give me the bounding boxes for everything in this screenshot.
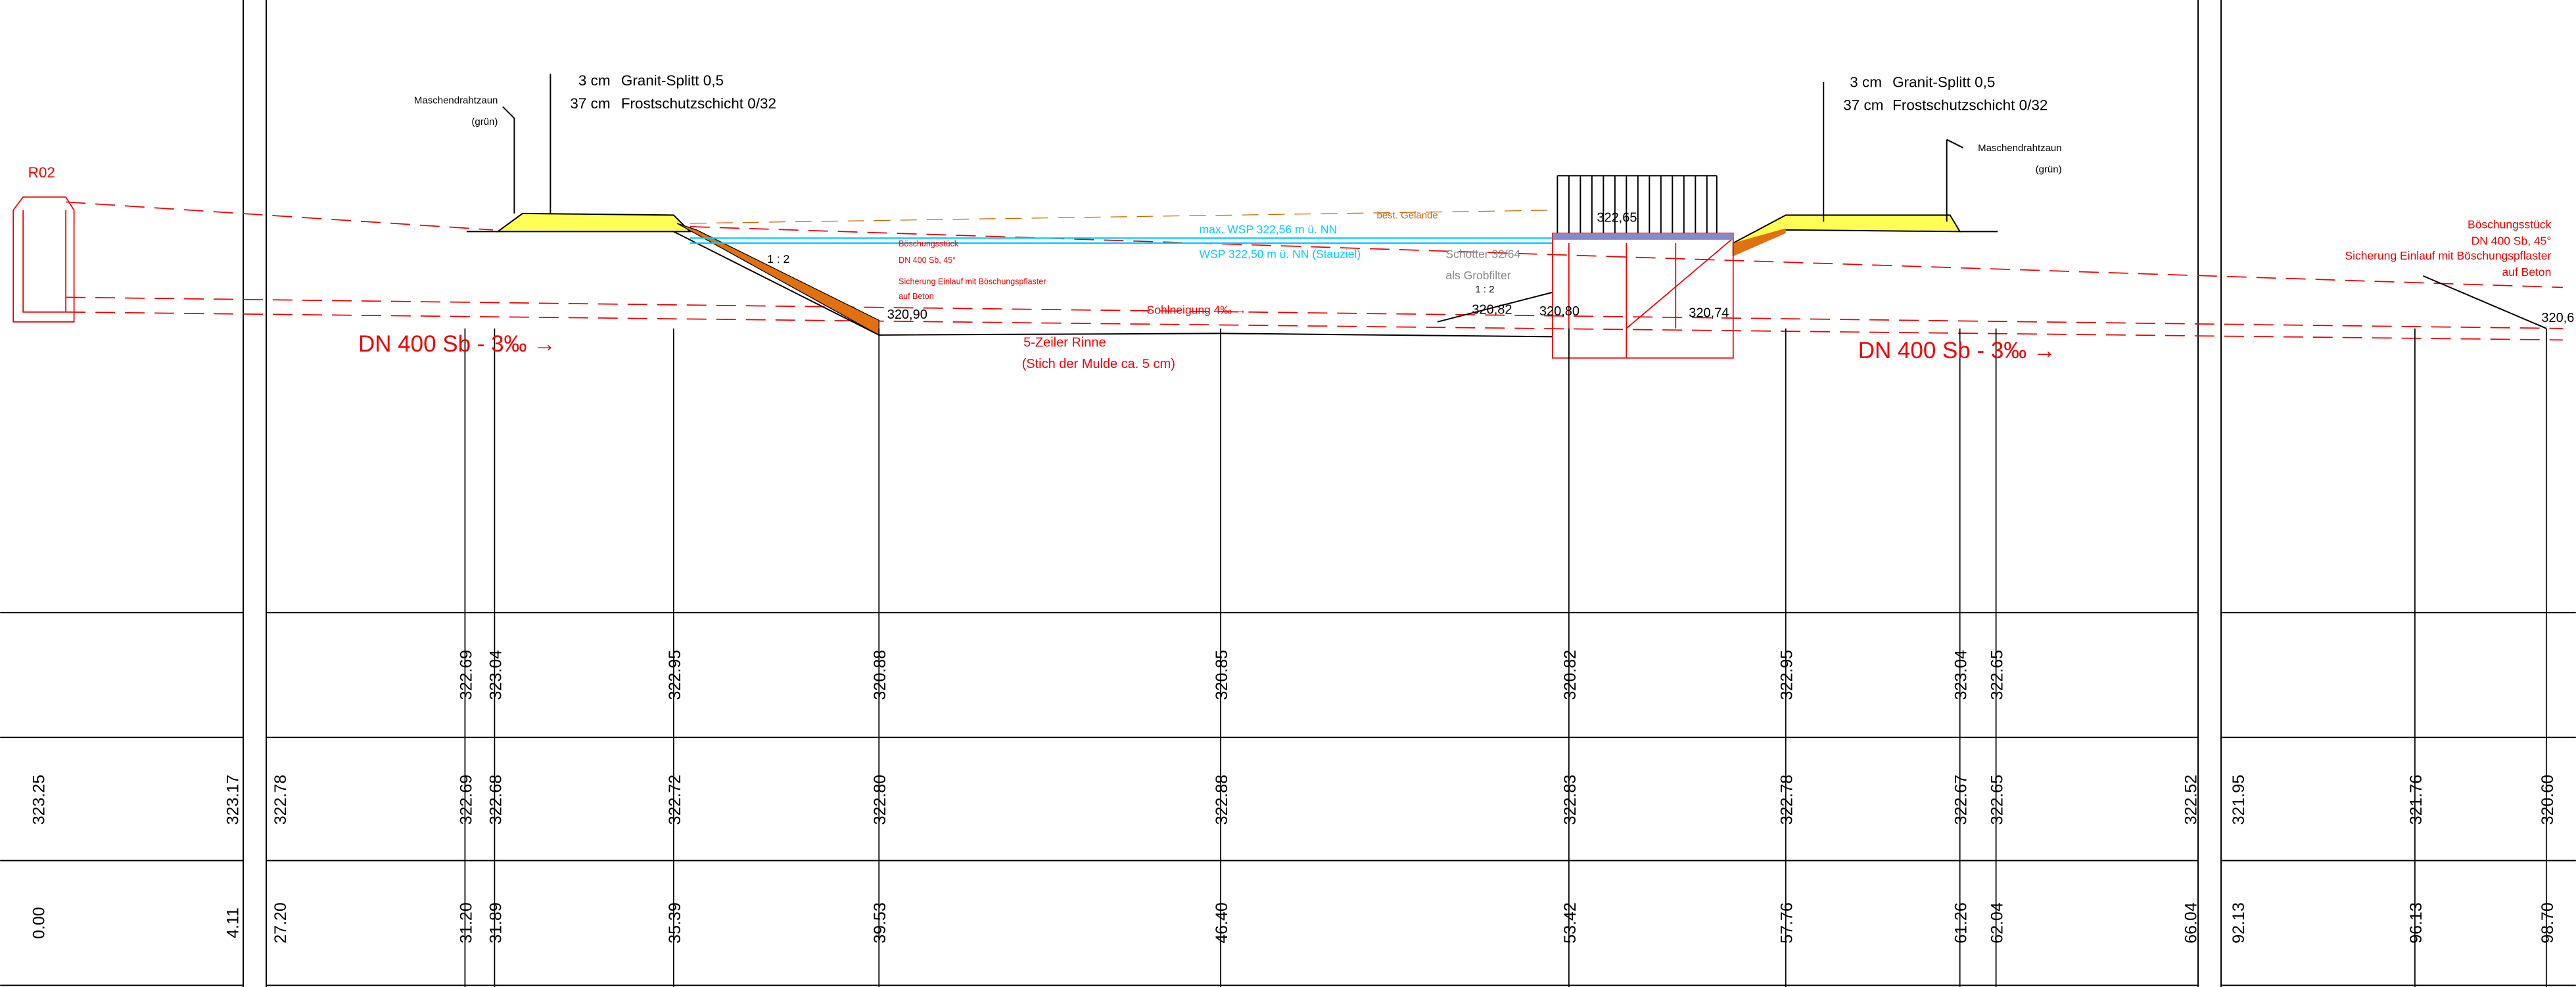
annotation: Sicherung Einlauf mit Böschungspflaster	[899, 277, 1046, 286]
table-cell: 322.95	[666, 650, 684, 700]
table-cell: 322.72	[666, 775, 684, 825]
table-cell: 321.95	[2230, 775, 2248, 825]
table-cell: 322.78	[271, 775, 290, 825]
annotation: DN 400 Sb - 3‰ →	[1858, 338, 2056, 363]
table-cell: 27.20	[271, 902, 290, 944]
terrain	[12, 74, 2563, 359]
table-cell: 320.85	[1213, 650, 1231, 700]
annotation: auf Beton	[2502, 265, 2552, 279]
annotation: 322,65	[1597, 210, 1637, 225]
annotation: Sicherung Einlauf mit Böschungspflaster	[2345, 249, 2551, 262]
table-cell: 322.52	[2182, 775, 2201, 825]
annotation: 3 cm	[578, 72, 611, 89]
annotation: 320,90	[887, 308, 927, 322]
table-cell: 323.04	[486, 650, 505, 700]
table-cell: 322.88	[1213, 775, 1231, 825]
table-cell: 96.13	[2407, 902, 2425, 944]
table-cell: 53.42	[1561, 902, 1580, 944]
table-cell: 322.95	[1778, 650, 1796, 700]
table-cell: 322.80	[871, 775, 889, 825]
annotation: Granit-Splitt 0,5	[621, 72, 724, 89]
grating	[1552, 233, 1733, 240]
table-cell: 35.39	[666, 902, 684, 944]
annotation: DN 400 Sb, 45°	[899, 256, 956, 265]
annotation: 37 cm	[570, 95, 610, 112]
table-cell: 0.00	[30, 907, 49, 939]
annotation: 320,80	[1539, 304, 1580, 319]
annotation: max. WSP 322,56 m ü. NN	[1200, 223, 1338, 236]
table-cell: 323.25	[30, 775, 49, 825]
table-cell: 322.78	[1778, 775, 1796, 825]
table-cell: 320.60	[2539, 775, 2557, 825]
annotation: auf Beton	[899, 292, 934, 301]
annotation: Böschungsstück	[899, 239, 959, 248]
table-cell: 322.83	[1561, 775, 1580, 825]
annotation: 320,74	[1689, 306, 1729, 320]
table-cell: 92.13	[2230, 902, 2248, 944]
table-cell: 322.68	[486, 775, 505, 825]
annotation: 37 cm	[1843, 97, 1883, 113]
table-cell: 322.65	[1988, 775, 2007, 825]
table-cell: 57.76	[1778, 902, 1796, 944]
table-cell: 62.04	[1988, 902, 2007, 944]
station-lines: 322.69 323.04 322.95 320.88 320.85 320.82 322.…	[30, 328, 2557, 987]
table-cell: 322.69	[457, 775, 475, 825]
annotation: Granit-Splitt 0,5	[1892, 74, 1995, 90]
labels: R02 Maschendrahtzaun (grün) 3 cm Granit-Spli…	[28, 72, 2575, 371]
table-cell: 321.76	[2407, 775, 2425, 825]
annotation: (Stich der Mulde ca. 5 cm)	[1022, 357, 1175, 371]
table-cell: 46.40	[1213, 902, 1231, 944]
annotation: als Grobfilter	[1445, 269, 1510, 282]
table-cell: 320.88	[871, 650, 889, 700]
annotation: 3 cm	[1850, 74, 1882, 90]
table-cell: 61.26	[1952, 902, 1971, 944]
table-cell: 322.67	[1952, 775, 1971, 825]
annotation: Frostschutzschicht 0/32	[1892, 97, 2048, 113]
table-cell: 31.20	[457, 902, 475, 944]
annotation: 320,6	[2541, 311, 2574, 325]
annotation: Maschendrahtzaun	[414, 95, 498, 106]
annotation: DN 400 Sb, 45°	[2471, 234, 2552, 247]
annotation: (grün)	[471, 116, 498, 127]
annotation: 1 : 2	[767, 252, 789, 265]
annotation: 320,82	[1472, 302, 1512, 317]
annotation: 5-Zeiler Rinne	[1023, 335, 1106, 350]
table-cell: 31.89	[486, 902, 505, 944]
table-cell: 323.17	[224, 775, 243, 825]
annotation: Maschendrahtzaun	[1978, 143, 2061, 154]
annotation: Schotter 32/64	[1445, 247, 1520, 260]
annotation: 1 : 2	[1475, 284, 1494, 295]
annotation: best. Gelände	[1376, 210, 1438, 221]
table-cell: 323.04	[1952, 650, 1971, 700]
table-cell: 322.69	[457, 650, 475, 700]
table-cell: 320.82	[1561, 650, 1580, 700]
table-cell: 322.65	[1988, 650, 2007, 700]
table-cell: 39.53	[871, 902, 889, 944]
annotation: (grün)	[2036, 164, 2062, 175]
annotation: Frostschutzschicht 0/32	[621, 95, 776, 112]
annotation: Sohlneigung 4‰ →	[1147, 303, 1247, 316]
table-cell: 66.04	[2182, 902, 2201, 944]
table-cell: 98.70	[2539, 902, 2557, 944]
annotation: DN 400 Sb - 3‰ →	[358, 331, 556, 357]
annotation: R02	[28, 164, 55, 181]
annotation: Böschungsstück	[2468, 218, 2552, 231]
annotation: WSP 322,50 m ü. NN (Stauziel)	[1200, 247, 1361, 260]
table-cell: 4.11	[224, 907, 243, 938]
